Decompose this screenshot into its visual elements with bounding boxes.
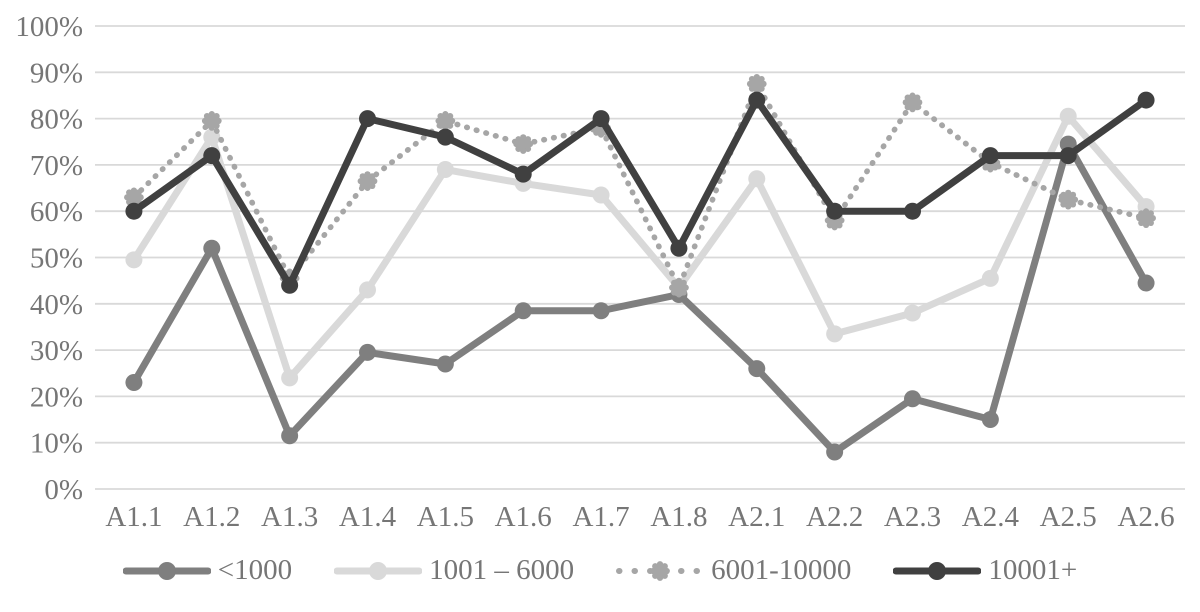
circle-marker <box>904 202 921 220</box>
series-line-2 <box>131 81 1149 291</box>
flower-marker <box>902 92 923 113</box>
circle-marker <box>359 281 376 299</box>
x-label-A2.5: A2.5 <box>1040 501 1097 533</box>
circle-marker <box>748 170 766 188</box>
y-tick-60: 60% <box>30 196 83 228</box>
flower-marker <box>746 74 767 94</box>
circle-marker <box>826 202 844 220</box>
x-label-A1.4: A1.4 <box>339 501 397 533</box>
legend-item-10001plus: 10001+ <box>893 556 1077 585</box>
legend-circle <box>369 561 388 580</box>
circle-marker <box>125 374 143 392</box>
x-label-A2.1: A2.1 <box>728 501 785 533</box>
circle-marker <box>826 325 844 343</box>
flower-marker <box>669 277 689 298</box>
y-tick-10: 10% <box>30 428 83 460</box>
circle-marker <box>281 427 299 445</box>
flower-marker <box>1058 189 1079 210</box>
circle-marker <box>281 276 299 294</box>
x-label-A1.2: A1.2 <box>183 501 240 533</box>
circle-marker <box>125 202 143 220</box>
circle-marker <box>981 269 999 287</box>
legend-item-6001-10000: 6001-10000 <box>616 556 851 585</box>
legend-line-circle-icon <box>122 559 211 583</box>
x-label-A2.6: A2.6 <box>1117 501 1174 533</box>
circle-marker <box>592 302 610 320</box>
legend-circle <box>157 561 176 580</box>
flower-marker <box>201 111 222 131</box>
x-label-A1.8: A1.8 <box>650 501 707 533</box>
flower-marker <box>1136 208 1156 229</box>
y-tick-40: 40% <box>30 289 83 321</box>
circle-marker <box>1059 107 1077 125</box>
x-label-A1.7: A1.7 <box>572 501 629 533</box>
circle-marker <box>281 369 299 387</box>
series-line-3 <box>130 96 1150 289</box>
circle-marker <box>981 147 999 165</box>
x-label-A2.4: A2.4 <box>962 501 1020 533</box>
x-label-A2.3: A2.3 <box>884 501 941 533</box>
legend-item-1001-6000: 1001 – 6000 <box>334 556 574 585</box>
y-tick-90: 90% <box>30 57 83 89</box>
y-tick-0: 0% <box>44 474 83 506</box>
legend-line-circle-icon <box>334 559 423 583</box>
circle-marker <box>592 110 610 128</box>
legend: <1000 1001 – 6000 6001-10000 10001+ <box>0 556 1200 585</box>
circle-marker <box>670 239 688 257</box>
circle-marker <box>436 128 454 146</box>
circle-marker <box>1059 147 1077 165</box>
x-label-A1.6: A1.6 <box>495 501 552 533</box>
circle-marker <box>904 304 921 322</box>
y-tick-70: 70% <box>30 150 83 182</box>
circle-marker <box>203 147 221 165</box>
circle-marker <box>514 165 532 183</box>
flower-marker <box>513 134 534 154</box>
circle-marker <box>514 302 532 320</box>
circle-marker <box>748 91 766 109</box>
legend-item-lt1000: <1000 <box>122 554 293 586</box>
legend-label: 6001-10000 <box>711 554 852 586</box>
circle-marker <box>436 161 454 179</box>
circle-marker <box>592 186 610 204</box>
circle-marker <box>203 239 221 257</box>
circle-marker <box>981 411 999 429</box>
x-label-A1.5: A1.5 <box>417 501 474 533</box>
circle-marker <box>359 343 376 361</box>
x-label-A1.1: A1.1 <box>105 501 162 533</box>
circle-marker <box>826 443 844 461</box>
x-label-A1.3: A1.3 <box>261 501 318 533</box>
y-tick-20: 20% <box>30 381 83 413</box>
legend-dotted-flower-icon <box>616 559 705 583</box>
flower-marker <box>650 560 671 581</box>
legend-label: 1001 – 6000 <box>429 554 575 586</box>
flower-marker <box>357 171 378 191</box>
circle-marker <box>436 355 454 373</box>
circle-marker <box>748 360 766 378</box>
y-tick-30: 30% <box>30 335 83 367</box>
plot-area: 0% 10% 20% 30% 40% 50% 60% 70% 80% 90% 100% A1.1 A1.… <box>15 11 1185 533</box>
circle-marker <box>904 390 921 408</box>
series-line-1 <box>130 112 1150 382</box>
circle-marker <box>1137 91 1155 109</box>
legend-label: 10001+ <box>988 554 1078 586</box>
legend-circle <box>928 561 947 580</box>
circle-marker <box>125 251 143 269</box>
legend-line-circle-icon <box>893 559 982 583</box>
flower-marker <box>435 111 456 131</box>
y-tick-80: 80% <box>30 104 83 136</box>
circle-marker <box>359 110 376 128</box>
y-tick-50: 50% <box>30 243 83 275</box>
legend-label: <1000 <box>217 554 293 586</box>
x-label-A2.2: A2.2 <box>806 501 863 533</box>
circle-marker <box>1137 274 1155 292</box>
y-tick-100: 100% <box>15 11 83 43</box>
series-line-0 <box>130 140 1150 456</box>
